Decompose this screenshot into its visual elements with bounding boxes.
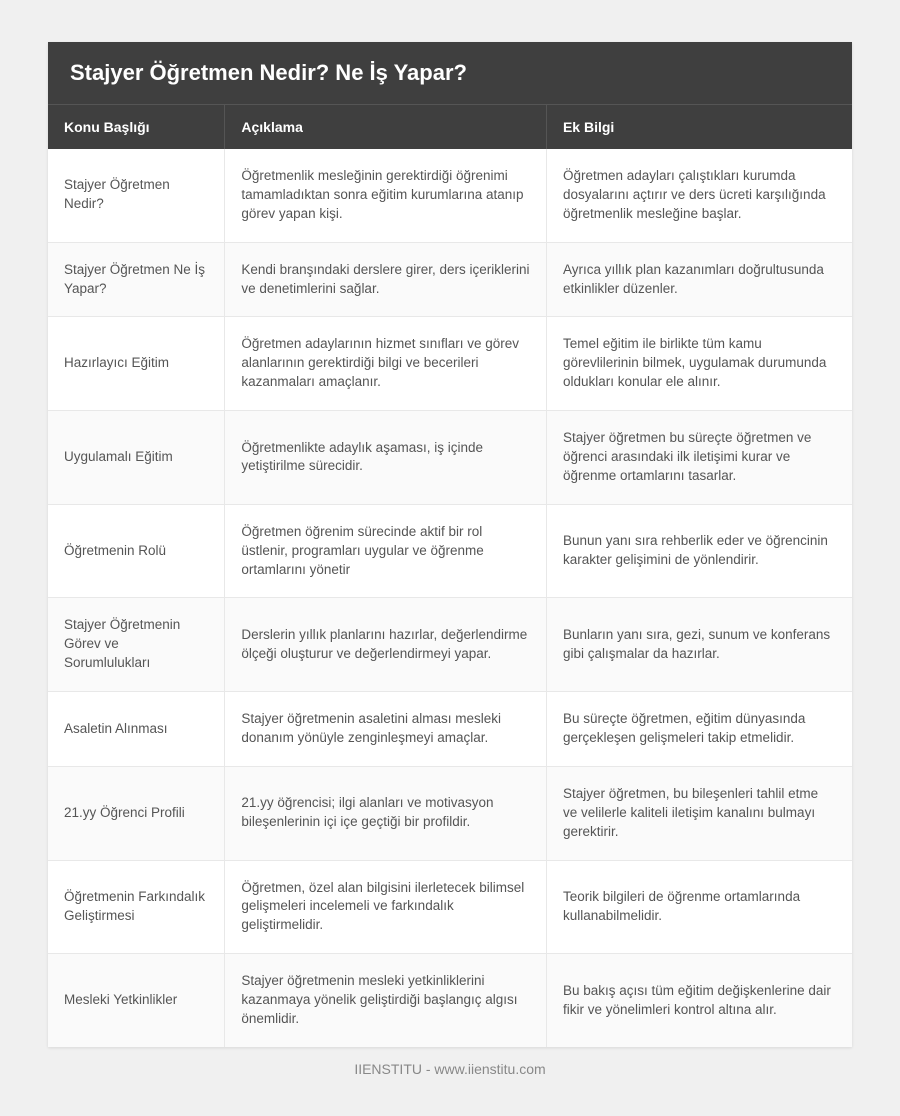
table-row: Stajyer Öğretmenin Görev ve Sorumlulukla…: [48, 598, 852, 692]
table-row: Stajyer Öğretmen Ne İş Yapar? Kendi bran…: [48, 242, 852, 317]
cell-topic: Stajyer Öğretmen Nedir?: [48, 149, 225, 242]
cell-description: 21.yy öğrencisi; ilgi alanları ve motiva…: [225, 766, 547, 860]
cell-extra: Stajyer öğretmen bu süreçte öğretmen ve …: [546, 411, 852, 505]
column-header-description: Açıklama: [225, 105, 547, 149]
cell-extra: Bu bakış açısı tüm eğitim değişkenlerine…: [546, 954, 852, 1047]
table-title: Stajyer Öğretmen Nedir? Ne İş Yapar?: [48, 42, 852, 105]
table-row: Stajyer Öğretmen Nedir? Öğretmenlik mesl…: [48, 149, 852, 242]
column-header-extra: Ek Bilgi: [546, 105, 852, 149]
cell-description: Derslerin yıllık planlarını hazırlar, de…: [225, 598, 547, 692]
cell-topic: Stajyer Öğretmen Ne İş Yapar?: [48, 242, 225, 317]
cell-description: Öğretmen adaylarının hizmet sınıfları ve…: [225, 317, 547, 411]
cell-topic: Stajyer Öğretmenin Görev ve Sorumlulukla…: [48, 598, 225, 692]
cell-topic: Asaletin Alınması: [48, 692, 225, 767]
cell-description: Stajyer öğretmenin asaletini alması mesl…: [225, 692, 547, 767]
cell-description: Öğretmen, özel alan bilgisini ilerletece…: [225, 860, 547, 954]
table-body: Stajyer Öğretmen Nedir? Öğretmenlik mesl…: [48, 149, 852, 1047]
cell-topic: Mesleki Yetkinlikler: [48, 954, 225, 1047]
cell-topic: Uygulamalı Eğitim: [48, 411, 225, 505]
cell-extra: Temel eğitim ile birlikte tüm kamu görev…: [546, 317, 852, 411]
table-row: Öğretmenin Rolü Öğretmen öğrenim sürecin…: [48, 504, 852, 598]
cell-extra: Ayrıca yıllık plan kazanımları doğrultus…: [546, 242, 852, 317]
table-row: Asaletin Alınması Stajyer öğretmenin asa…: [48, 692, 852, 767]
table-row: 21.yy Öğrenci Profili 21.yy öğrencisi; i…: [48, 766, 852, 860]
cell-topic: Öğretmenin Farkındalık Geliştirmesi: [48, 860, 225, 954]
cell-extra: Bunların yanı sıra, gezi, sunum ve konfe…: [546, 598, 852, 692]
cell-extra: Öğretmen adayları çalıştıkları kurumda d…: [546, 149, 852, 242]
cell-topic: 21.yy Öğrenci Profili: [48, 766, 225, 860]
cell-topic: Hazırlayıcı Eğitim: [48, 317, 225, 411]
table-row: Mesleki Yetkinlikler Stajyer öğretmenin …: [48, 954, 852, 1047]
cell-topic: Öğretmenin Rolü: [48, 504, 225, 598]
cell-description: Öğretmenlik mesleğinin gerektirdiği öğre…: [225, 149, 547, 242]
table-container: Stajyer Öğretmen Nedir? Ne İş Yapar? Kon…: [48, 42, 852, 1047]
table-header-row: Konu Başlığı Açıklama Ek Bilgi: [48, 105, 852, 149]
table-row: Öğretmenin Farkındalık Geliştirmesi Öğre…: [48, 860, 852, 954]
cell-description: Stajyer öğretmenin mesleki yetkinlikleri…: [225, 954, 547, 1047]
cell-extra: Teorik bilgileri de öğrenme ortamlarında…: [546, 860, 852, 954]
table-row: Uygulamalı Eğitim Öğretmenlikte adaylık …: [48, 411, 852, 505]
cell-description: Öğretmenlikte adaylık aşaması, iş içinde…: [225, 411, 547, 505]
cell-extra: Bu süreçte öğretmen, eğitim dünyasında g…: [546, 692, 852, 767]
cell-description: Kendi branşındaki derslere girer, ders i…: [225, 242, 547, 317]
footer-text: IIENSTITU - www.iienstitu.com: [48, 1047, 852, 1077]
cell-description: Öğretmen öğrenim sürecinde aktif bir rol…: [225, 504, 547, 598]
column-header-topic: Konu Başlığı: [48, 105, 225, 149]
table-row: Hazırlayıcı Eğitim Öğretmen adaylarının …: [48, 317, 852, 411]
cell-extra: Bunun yanı sıra rehberlik eder ve öğrenc…: [546, 504, 852, 598]
cell-extra: Stajyer öğretmen, bu bileşenleri tahlil …: [546, 766, 852, 860]
data-table: Konu Başlığı Açıklama Ek Bilgi Stajyer Ö…: [48, 105, 852, 1047]
table-header: Konu Başlığı Açıklama Ek Bilgi: [48, 105, 852, 149]
